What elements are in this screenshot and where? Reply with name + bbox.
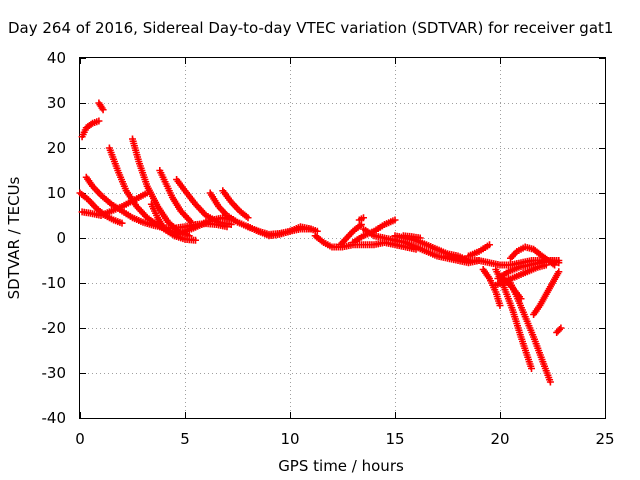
data-point [244,214,252,222]
y-tick-label: -10 [42,274,67,292]
y-axis-label: SDTVAR / TECUs [5,176,23,299]
grid [80,58,605,418]
y-tick-label: -40 [42,409,67,427]
x-tick-label: 15 [385,430,404,448]
tick-marks [80,58,606,419]
x-tick-label: 0 [75,430,85,448]
data-point [556,326,563,333]
series-arc-18 [355,214,367,224]
data-point [546,378,554,386]
data-point [313,227,321,235]
data-point [391,216,399,224]
series-arc-17 [336,221,365,249]
data-point [528,365,535,372]
data-point [555,268,563,276]
data-point [557,324,565,332]
series-arc-04 [95,99,107,114]
series-arc-06 [129,135,193,240]
data-point [99,106,107,114]
series-arc-07 [76,189,126,227]
data-point [229,216,237,224]
series-arc-09 [156,167,195,226]
data-point [95,117,103,125]
x-tick-label: 25 [595,430,614,448]
y-tick-label: 20 [47,139,66,157]
chart-title: Day 264 of 2016, Sidereal Day-to-day VTE… [8,19,613,37]
series-arc-24 [465,241,493,260]
data-point [202,218,210,226]
data-point [555,257,563,264]
series-arc-20 [360,225,483,267]
data-point [517,295,525,303]
x-tick-label: 5 [180,430,190,448]
data-point [416,234,424,242]
x-axis-label: GPS time / hours [278,457,404,475]
y-tick-label: 10 [47,184,66,202]
data-point [187,218,195,226]
data-point [118,219,126,227]
data-point [486,241,493,249]
y-tick-label: 0 [56,229,66,247]
series-arc-25 [479,266,504,309]
series-arc-12 [219,187,252,222]
y-tick-label: 40 [47,49,66,67]
x-tick-label: 20 [490,430,509,448]
series-arc-03 [78,117,103,141]
series-arc-14 [171,218,210,240]
y-tick-label: -30 [42,364,67,382]
x-tick-labels: 0 5 10 15 20 25 [75,430,614,448]
series-arc-22 [399,232,424,242]
data-point [192,236,199,244]
data-point [360,214,367,222]
y-tick-label: 30 [47,94,66,112]
series-arc-32 [530,268,563,318]
plot-frame [79,57,606,419]
series-arc-33 [553,324,565,336]
y-tick-labels: -40 -30 -20 -10 0 10 20 30 40 [42,49,67,427]
series-arc-31 [496,272,525,303]
x-tick-label: 10 [280,430,299,448]
data-point [307,225,315,233]
series-arc-15 [244,223,315,240]
data-points [76,99,565,386]
data-point [496,302,504,309]
y-tick-label: -20 [42,319,67,337]
